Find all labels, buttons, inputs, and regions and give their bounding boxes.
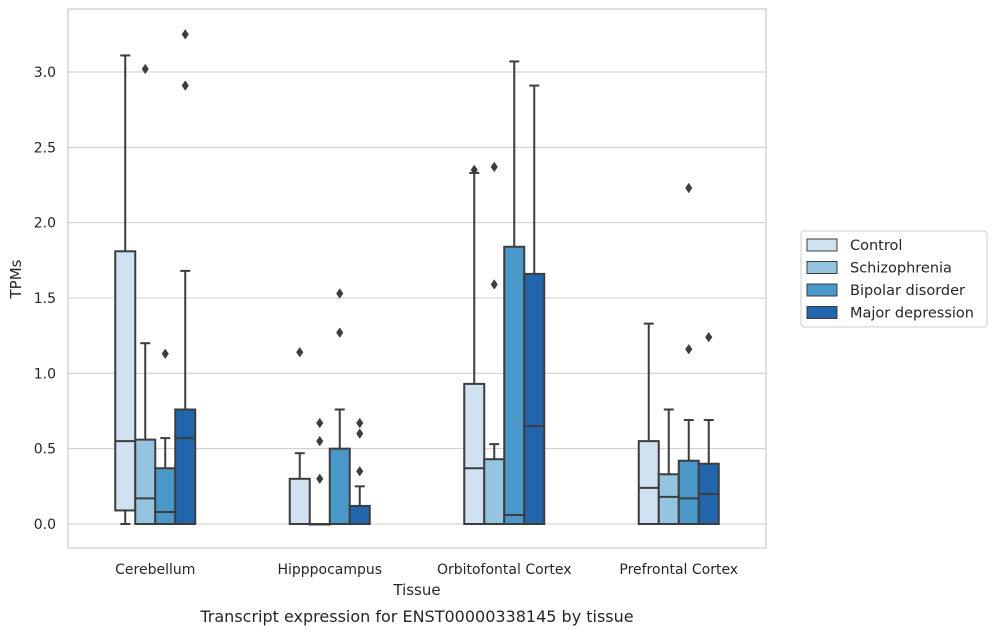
box-body	[483, 458, 506, 526]
y-tick-label: 3.0	[34, 65, 56, 81]
legend-swatch	[806, 238, 838, 252]
box-body	[174, 408, 197, 526]
chart-caption: Transcript expression for ENST0000033814…	[199, 607, 633, 626]
box-body	[463, 382, 486, 525]
box-bipolar-disorder	[328, 288, 351, 525]
outlier-point	[470, 164, 478, 176]
outlier-point	[685, 182, 693, 194]
box-schizophrenia	[483, 161, 506, 526]
legend: Control Schizophrenia Bipolar disorder Majo…	[800, 230, 988, 328]
outlier-point	[356, 428, 364, 439]
box-body	[677, 459, 700, 525]
outlier-point	[685, 343, 693, 355]
x-tick-label: Orbitofontal Cortex	[437, 562, 572, 578]
plot-frame	[67, 8, 767, 549]
outlier-point	[490, 279, 498, 290]
box-major-depression	[523, 84, 546, 526]
box-body	[657, 473, 680, 525]
y-tick-label: 1.0	[34, 366, 56, 382]
box-body	[348, 504, 371, 526]
x-tick-label: Prefrontal Cortex	[619, 562, 738, 578]
box-major-depression	[174, 29, 197, 526]
box-major-depression	[348, 417, 371, 526]
outlier-point	[296, 346, 304, 358]
box-body	[288, 477, 311, 525]
outlier-point	[356, 466, 364, 477]
box-body	[114, 250, 137, 512]
box-body	[523, 272, 546, 526]
outlier-point	[141, 63, 149, 75]
box-body	[503, 245, 526, 525]
outlier-point	[356, 417, 364, 429]
legend-swatch	[806, 306, 838, 319]
outlier-point	[490, 161, 498, 173]
outlier-point	[705, 331, 713, 343]
legend-label: Control	[850, 238, 902, 254]
legend-swatch	[806, 261, 838, 274]
x-axis-ticks: Cerebellum Hipppocampus Orbitofontal Corte…	[115, 562, 738, 578]
outlier-point	[316, 417, 324, 429]
y-tick-label: 1.5	[34, 291, 56, 307]
box-body	[637, 440, 660, 525]
outlier-point	[316, 473, 324, 485]
y-axis-ticks: 0.0 0.5 1.0 1.5 2.0 2.5 3.0	[34, 65, 56, 533]
outlier-point	[181, 80, 189, 91]
box-body	[134, 438, 157, 526]
x-tick-label: Hipppocampus	[277, 562, 382, 578]
y-tick-label: 2.5	[34, 140, 56, 156]
outlier-point	[181, 29, 189, 40]
y-axis-label: TPMs	[7, 259, 25, 299]
box-schizophrenia	[657, 408, 680, 525]
outlier-point	[336, 327, 344, 338]
outlier-point	[336, 288, 344, 299]
box-schizophrenia	[308, 417, 331, 526]
legend-label: Major depression	[850, 306, 974, 322]
y-tick-label: 2.0	[34, 216, 56, 232]
x-tick-label: Cerebellum	[115, 562, 195, 578]
box-major-depression	[697, 331, 720, 526]
y-tick-label: 0.0	[34, 517, 56, 533]
box-control	[114, 54, 137, 525]
outlier-point	[161, 348, 169, 359]
legend-frame	[800, 230, 988, 328]
box-control	[288, 346, 311, 525]
boxes-layer	[114, 29, 720, 526]
x-axis-label: Tissue	[392, 581, 440, 599]
y-tick-label: 0.5	[34, 442, 56, 458]
box-body	[154, 467, 177, 525]
legend-label: Bipolar disorder	[850, 283, 965, 299]
legend-swatch	[806, 283, 838, 297]
box-body	[328, 447, 351, 525]
outlier-point	[316, 435, 324, 447]
legend-label: Schizophrenia	[850, 261, 952, 277]
box-control	[463, 164, 486, 525]
